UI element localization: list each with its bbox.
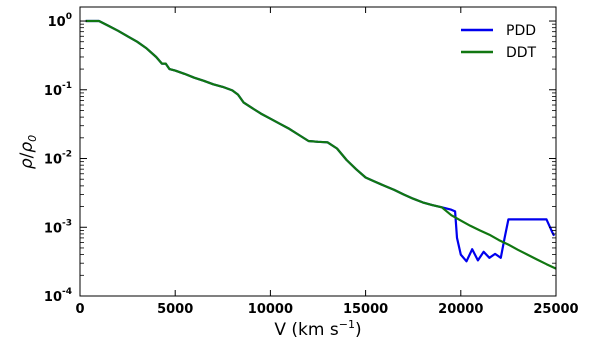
y-tick-label: 10-4 <box>44 287 72 305</box>
x-tick-label: 20000 <box>438 302 483 317</box>
y-tick-label: 10-1 <box>44 81 72 99</box>
series-line-ddt <box>85 19 557 270</box>
y-tick-label: 10-3 <box>44 218 72 236</box>
x-tick-label: 15000 <box>343 302 388 317</box>
x-tick-label: 0 <box>75 302 84 317</box>
legend: PDD DDT <box>461 23 537 61</box>
y-axis-ticks: 100 10-1 10-2 10-3 10-4 <box>44 12 556 305</box>
plot-frame <box>79 6 557 297</box>
legend-label-pdd: PDD <box>506 23 536 39</box>
legend-label-ddt: DDT <box>506 45 537 61</box>
series-layer <box>85 19 557 270</box>
y-tick-label: 100 <box>48 12 72 30</box>
plot-area <box>80 7 556 296</box>
x-axis-label: V (km s−1) <box>274 318 361 340</box>
y-axis-label: ρ/ρ0 <box>17 135 39 169</box>
x-tick-label: 10000 <box>248 302 293 317</box>
y-tick-label: 10-2 <box>44 150 72 168</box>
x-tick-label: 5000 <box>157 302 193 317</box>
x-tick-label: 25000 <box>533 302 578 317</box>
